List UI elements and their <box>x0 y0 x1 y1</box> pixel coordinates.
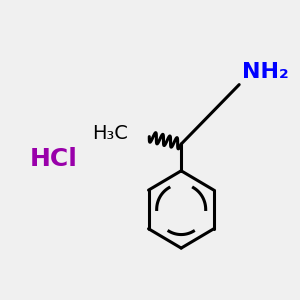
Text: NH₂: NH₂ <box>242 61 289 82</box>
Text: HCl: HCl <box>30 147 77 171</box>
Text: H₃C: H₃C <box>92 124 128 143</box>
